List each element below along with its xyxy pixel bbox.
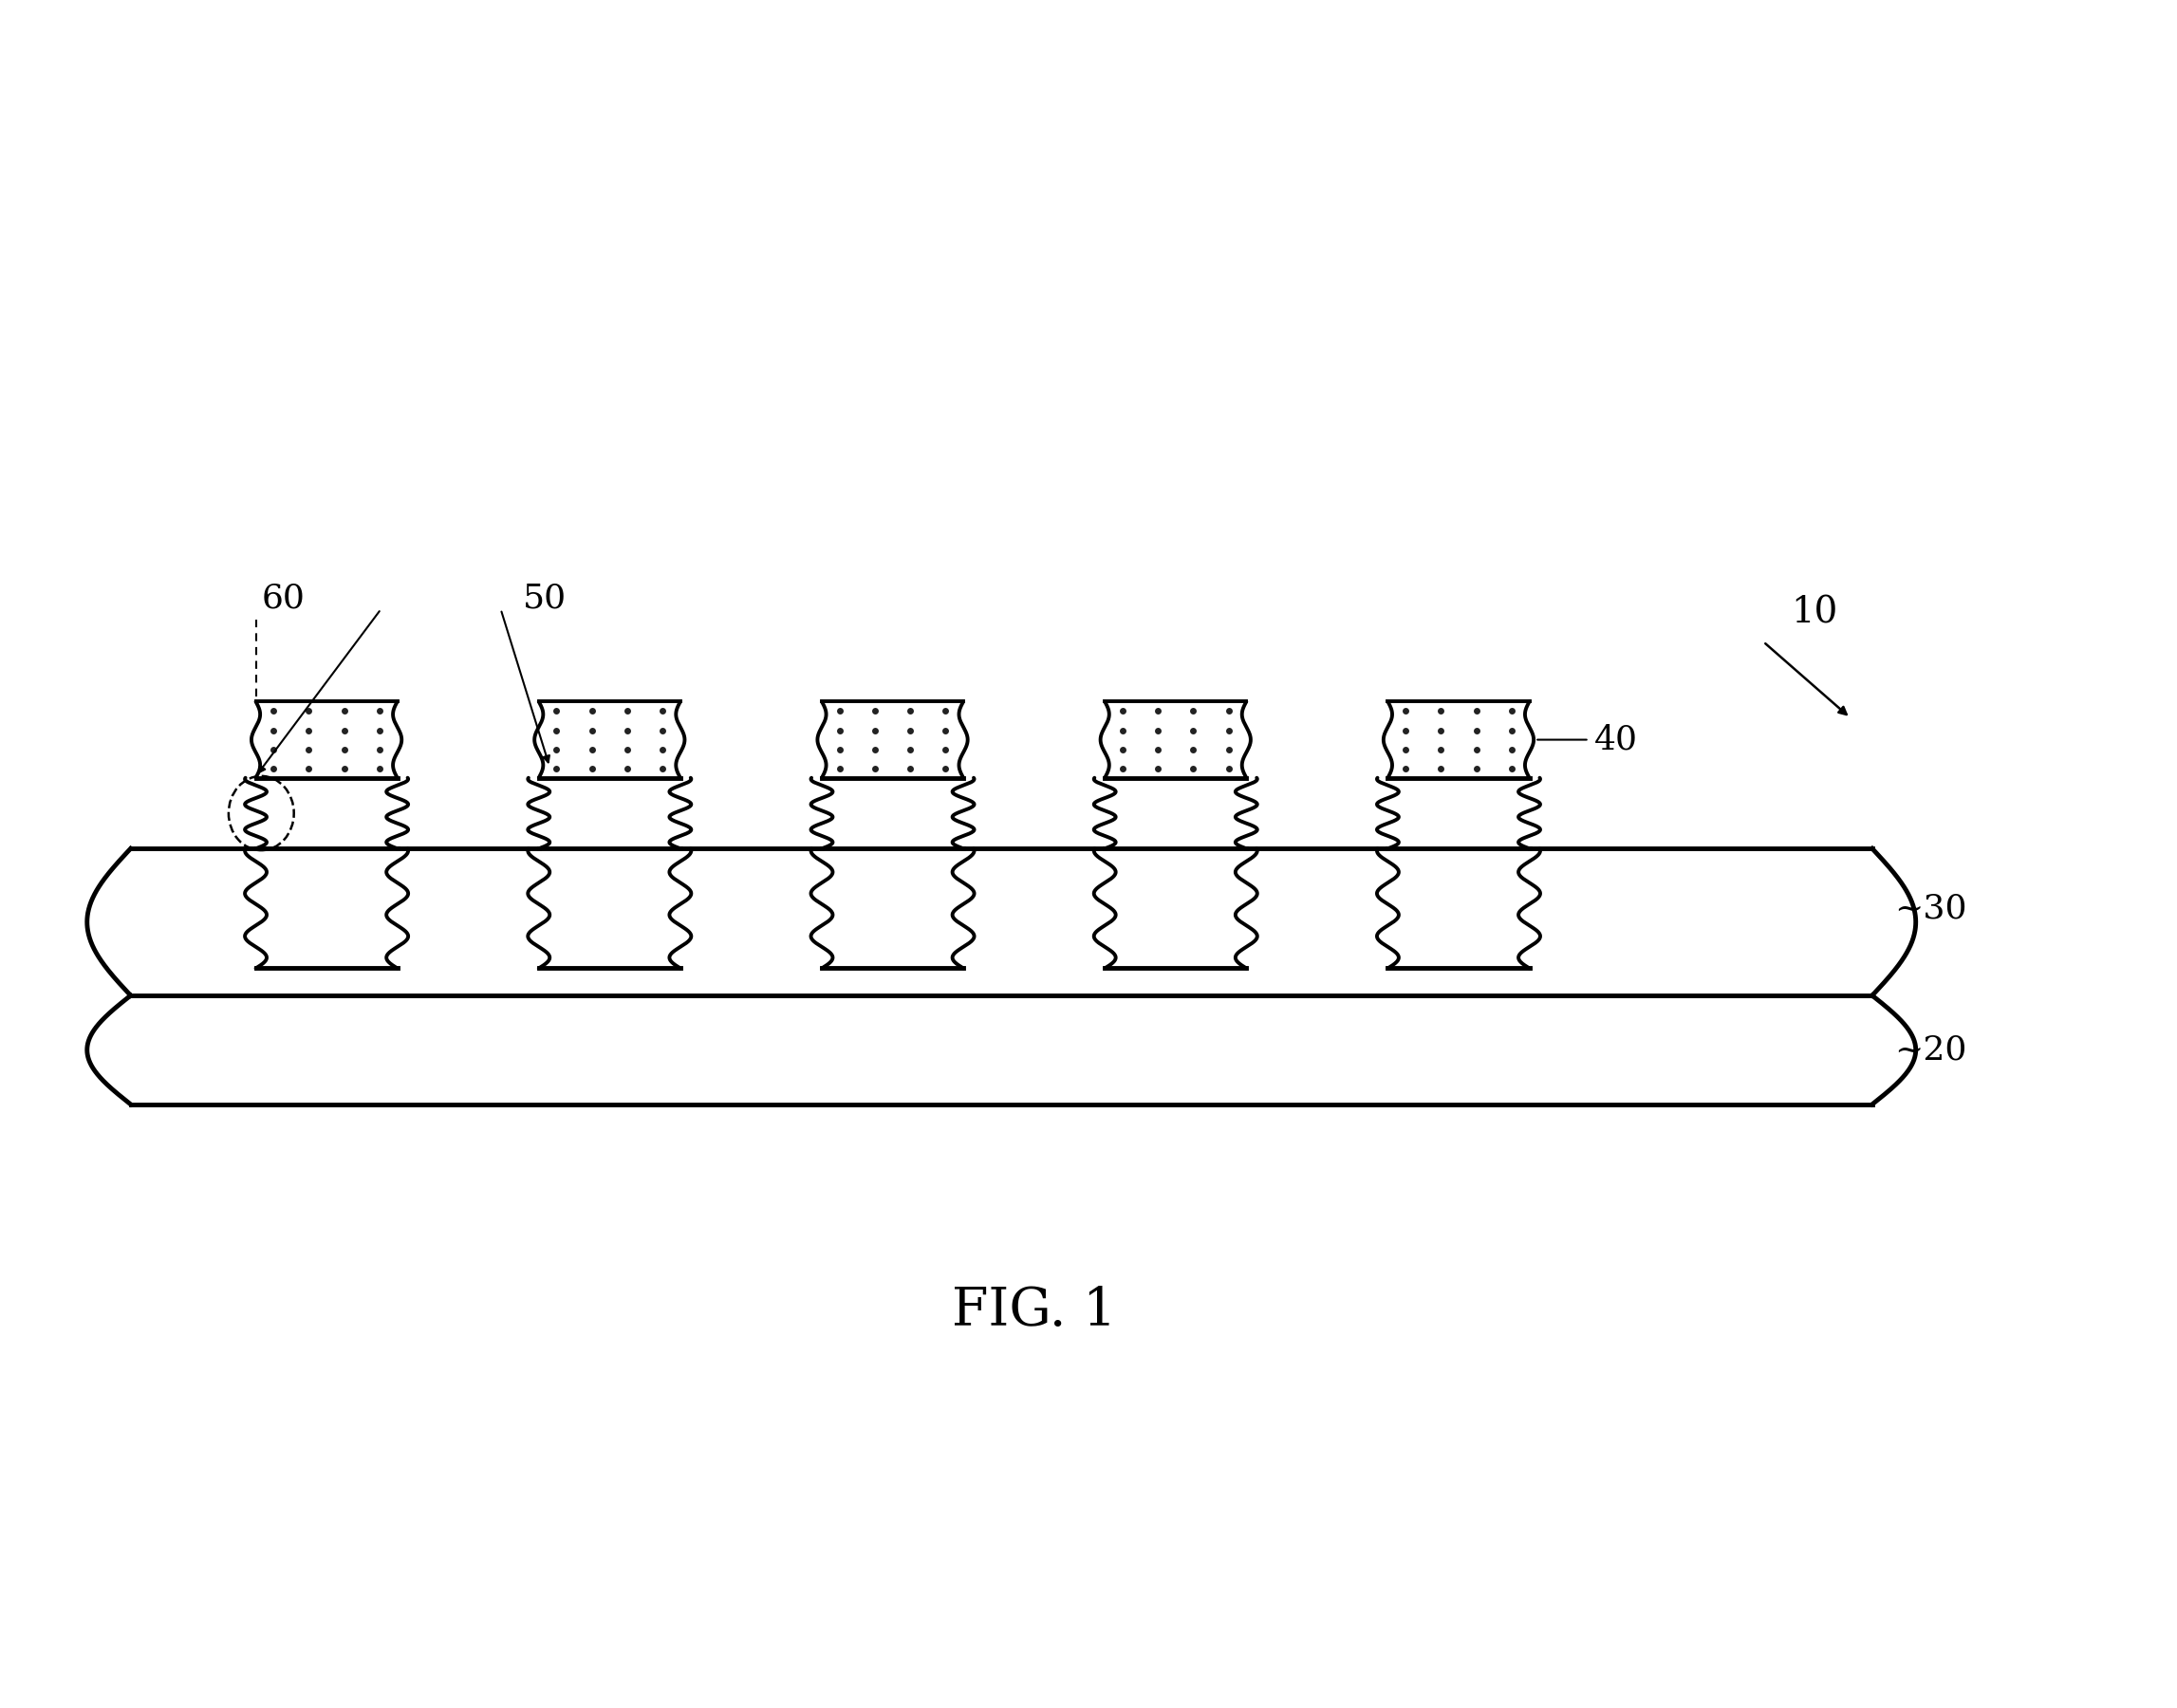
Text: FIG. 1: FIG. 1 bbox=[951, 1284, 1117, 1337]
Text: 40: 40 bbox=[1594, 724, 1639, 757]
Text: ~20: ~20 bbox=[1894, 1033, 1966, 1066]
Text: 60: 60 bbox=[261, 582, 305, 615]
Text: ~30: ~30 bbox=[1894, 892, 1966, 924]
Text: 10: 10 bbox=[1789, 596, 1837, 630]
Text: 50: 50 bbox=[522, 582, 566, 615]
